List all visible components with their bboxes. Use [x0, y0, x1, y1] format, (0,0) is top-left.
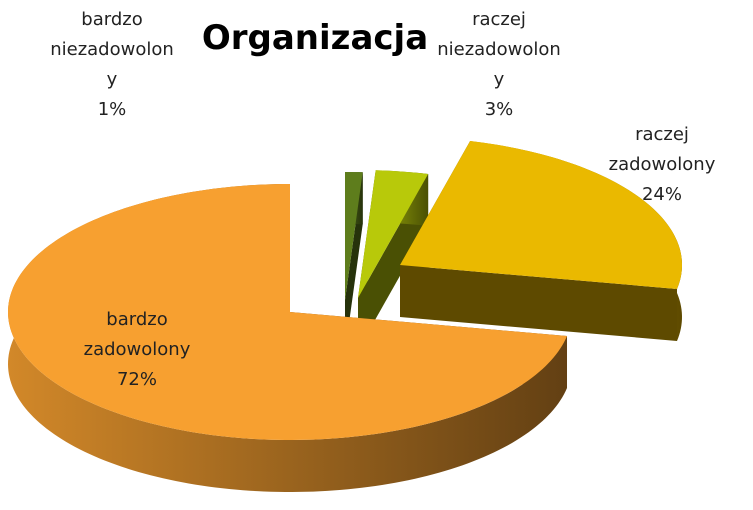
slice-category: bardzo zadowolony — [83, 309, 191, 360]
pie-slice — [358, 170, 429, 298]
slice-label: bardzo zadowolony 72% — [75, 305, 199, 395]
slice-value: 1% — [97, 99, 127, 120]
slice-label: bardzo niezadowolony 1% — [50, 5, 174, 125]
slice-category: bardzo niezadowolony — [50, 9, 174, 90]
chart-title: Organizacja — [201, 18, 429, 58]
slice-label: raczej zadowolony 24% — [600, 120, 724, 210]
slice-value: 24% — [641, 184, 682, 205]
slice-category: raczej niezadowolony — [437, 9, 561, 90]
slice-value: 3% — [484, 99, 514, 120]
pie-slice — [400, 141, 682, 289]
slice-value: 72% — [116, 369, 157, 390]
pie-slice-side — [400, 265, 678, 341]
pie-slice — [345, 172, 363, 300]
slice-category: raczej zadowolony — [608, 124, 716, 175]
slice-label: raczej niezadowolony 3% — [437, 5, 561, 125]
pie-slice — [8, 184, 568, 440]
